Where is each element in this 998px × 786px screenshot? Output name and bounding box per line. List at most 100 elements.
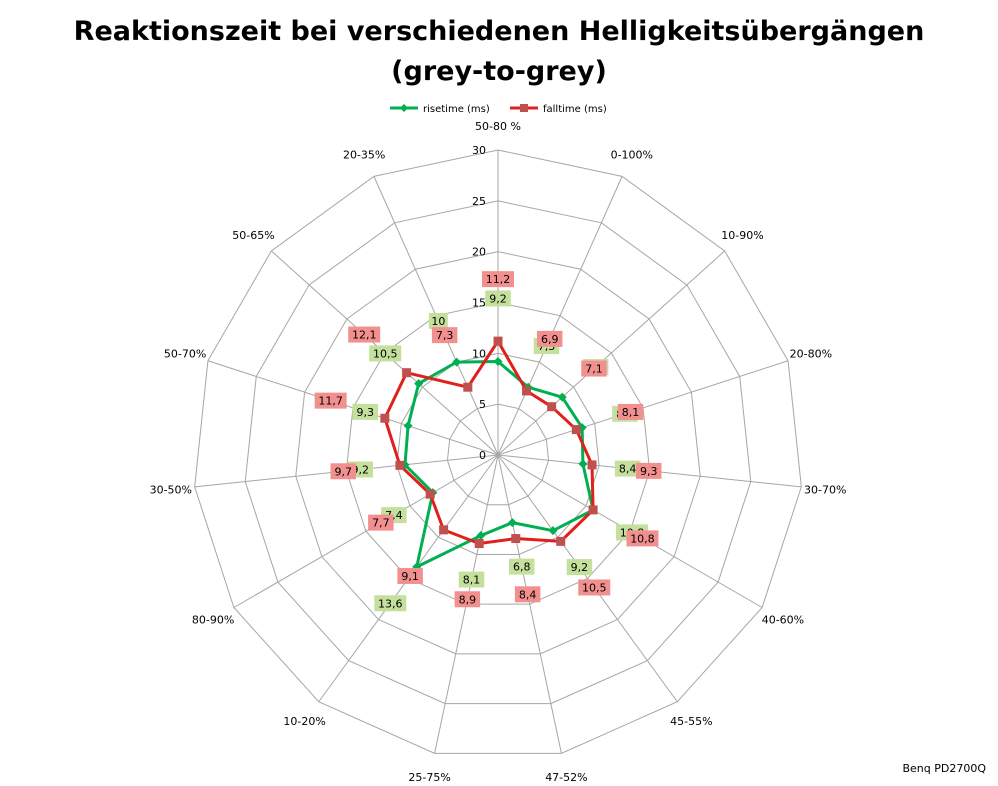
falltime-data-label: 6,9	[536, 330, 563, 347]
risetime-data-label: 13,6	[374, 595, 407, 612]
radial-tick-label: 25	[472, 195, 486, 208]
data-label-box	[330, 463, 356, 480]
legend-marker	[400, 104, 408, 112]
falltime-data-label: 8,1	[617, 403, 644, 420]
falltime-data-label: 11,7	[314, 392, 347, 409]
category-label: 10-20%	[283, 715, 325, 728]
data-label-text: 9,1	[401, 570, 419, 583]
data-label-text: 8,4	[519, 588, 537, 601]
radial-tick-label: 15	[472, 297, 486, 310]
data-label-text: 6,9	[541, 333, 559, 346]
category-label: 80-90%	[192, 614, 234, 627]
data-label-box	[431, 327, 458, 344]
data-label-text: 11,7	[318, 395, 343, 408]
data-label-text: 7,3	[436, 329, 454, 342]
falltime-point	[511, 534, 521, 544]
category-label: 50-70%	[164, 347, 206, 360]
grid-spoke	[497, 454, 562, 754]
data-label-text: 10	[431, 315, 445, 328]
category-label: 10-90%	[721, 229, 763, 242]
data-label-box	[482, 271, 514, 288]
radial-tick-label: 0	[479, 449, 486, 462]
legend: risetime (ms) falltime (ms)	[390, 104, 607, 115]
category-label: 20-35%	[343, 148, 385, 161]
legend-entry-falltime: falltime (ms)	[510, 104, 607, 115]
risetime-point	[578, 459, 588, 469]
data-label-box	[458, 571, 485, 588]
data-label-text: 9,2	[489, 292, 507, 305]
category-label: 50-80 %	[475, 120, 521, 133]
risetime-point	[548, 526, 558, 536]
risetime-point	[452, 357, 462, 367]
data-label-box	[626, 530, 659, 547]
data-label-box	[566, 559, 593, 576]
category-label: 30-70%	[804, 483, 846, 496]
data-label-text: 11,2	[486, 273, 511, 286]
data-label-text: 8,1	[622, 406, 640, 419]
grid-ring-15	[345, 301, 651, 605]
risetime-point	[507, 518, 517, 528]
falltime-point	[556, 536, 566, 546]
grid-spoke	[497, 250, 725, 456]
risetime-data-label: 10	[428, 313, 448, 330]
falltime-data-label: 11,2	[482, 271, 514, 288]
falltime-point	[380, 413, 390, 423]
falltime-point	[547, 402, 557, 412]
risetime-data-label: 9,2	[566, 559, 593, 576]
falltime-data-label: 12,1	[348, 326, 381, 343]
data-label-box	[454, 591, 481, 608]
risetime-point	[476, 531, 486, 541]
data-label-text: 9,3	[357, 406, 375, 419]
falltime-data-label: 7,1	[581, 360, 607, 377]
falltime-point	[474, 539, 484, 549]
data-label-text: 12,1	[352, 329, 377, 342]
falltime-data-label: 8,9	[454, 591, 481, 608]
radar-grid	[194, 149, 802, 754]
data-label-text: 6,8	[513, 561, 531, 574]
data-label-text: 13,6	[378, 597, 403, 610]
falltime-point	[463, 382, 473, 392]
legend-label: falltime (ms)	[543, 104, 607, 115]
falltime-data-label: 8,4	[514, 586, 541, 603]
category-label: 47-52%	[545, 771, 587, 784]
falltime-point	[395, 460, 405, 470]
data-label-box	[348, 326, 381, 343]
grid-spoke	[233, 454, 499, 608]
risetime-data-label: 8,1	[458, 571, 485, 588]
chart-title-line2: (grey-to-grey)	[391, 56, 607, 87]
data-label-box	[578, 579, 611, 596]
legend-entry-risetime: risetime (ms)	[390, 104, 490, 115]
data-label-text: 7,1	[585, 363, 603, 376]
risetime-point	[557, 392, 567, 402]
data-label-text: 8,1	[463, 574, 481, 587]
falltime-point	[571, 425, 581, 435]
risetime-data-label: 6,8	[508, 558, 535, 575]
grid-ring-30	[194, 149, 802, 754]
legend-marker	[520, 104, 528, 112]
data-label-box	[352, 403, 379, 420]
data-label-text: 9,2	[571, 561, 589, 574]
risetime-data-label: 10,5	[369, 345, 402, 362]
data-labels: 9,27,38,58,78,410,89,26,88,113,67,49,29,…	[314, 271, 662, 612]
data-label-box	[581, 360, 607, 377]
falltime-data-label: 9,1	[397, 567, 423, 584]
data-label-box	[635, 462, 662, 479]
data-label-box	[485, 290, 511, 307]
category-label: 20-80%	[790, 347, 832, 360]
category-label: 0-100%	[611, 148, 653, 161]
falltime-data-label: 10,8	[626, 530, 659, 547]
chart-title: Reaktionszeit bei verschiedenen Helligke…	[0, 12, 998, 92]
risetime-data-label: 9,2	[485, 290, 511, 307]
falltime-point	[587, 460, 597, 470]
series-line-risetime	[403, 359, 595, 569]
data-label-box	[536, 330, 563, 347]
data-label-text: 10,8	[630, 532, 655, 545]
chart-title-line1: Reaktionszeit bei verschiedenen Helligke…	[73, 16, 925, 47]
data-label-box	[397, 567, 423, 584]
data-label-text: 10,5	[373, 347, 398, 360]
data-label-box	[374, 595, 407, 612]
radial-tick-labels: 0 5 10 15 20 25 30	[472, 144, 486, 462]
grid-ring-5	[446, 403, 550, 506]
category-label: 30-50%	[150, 483, 192, 496]
